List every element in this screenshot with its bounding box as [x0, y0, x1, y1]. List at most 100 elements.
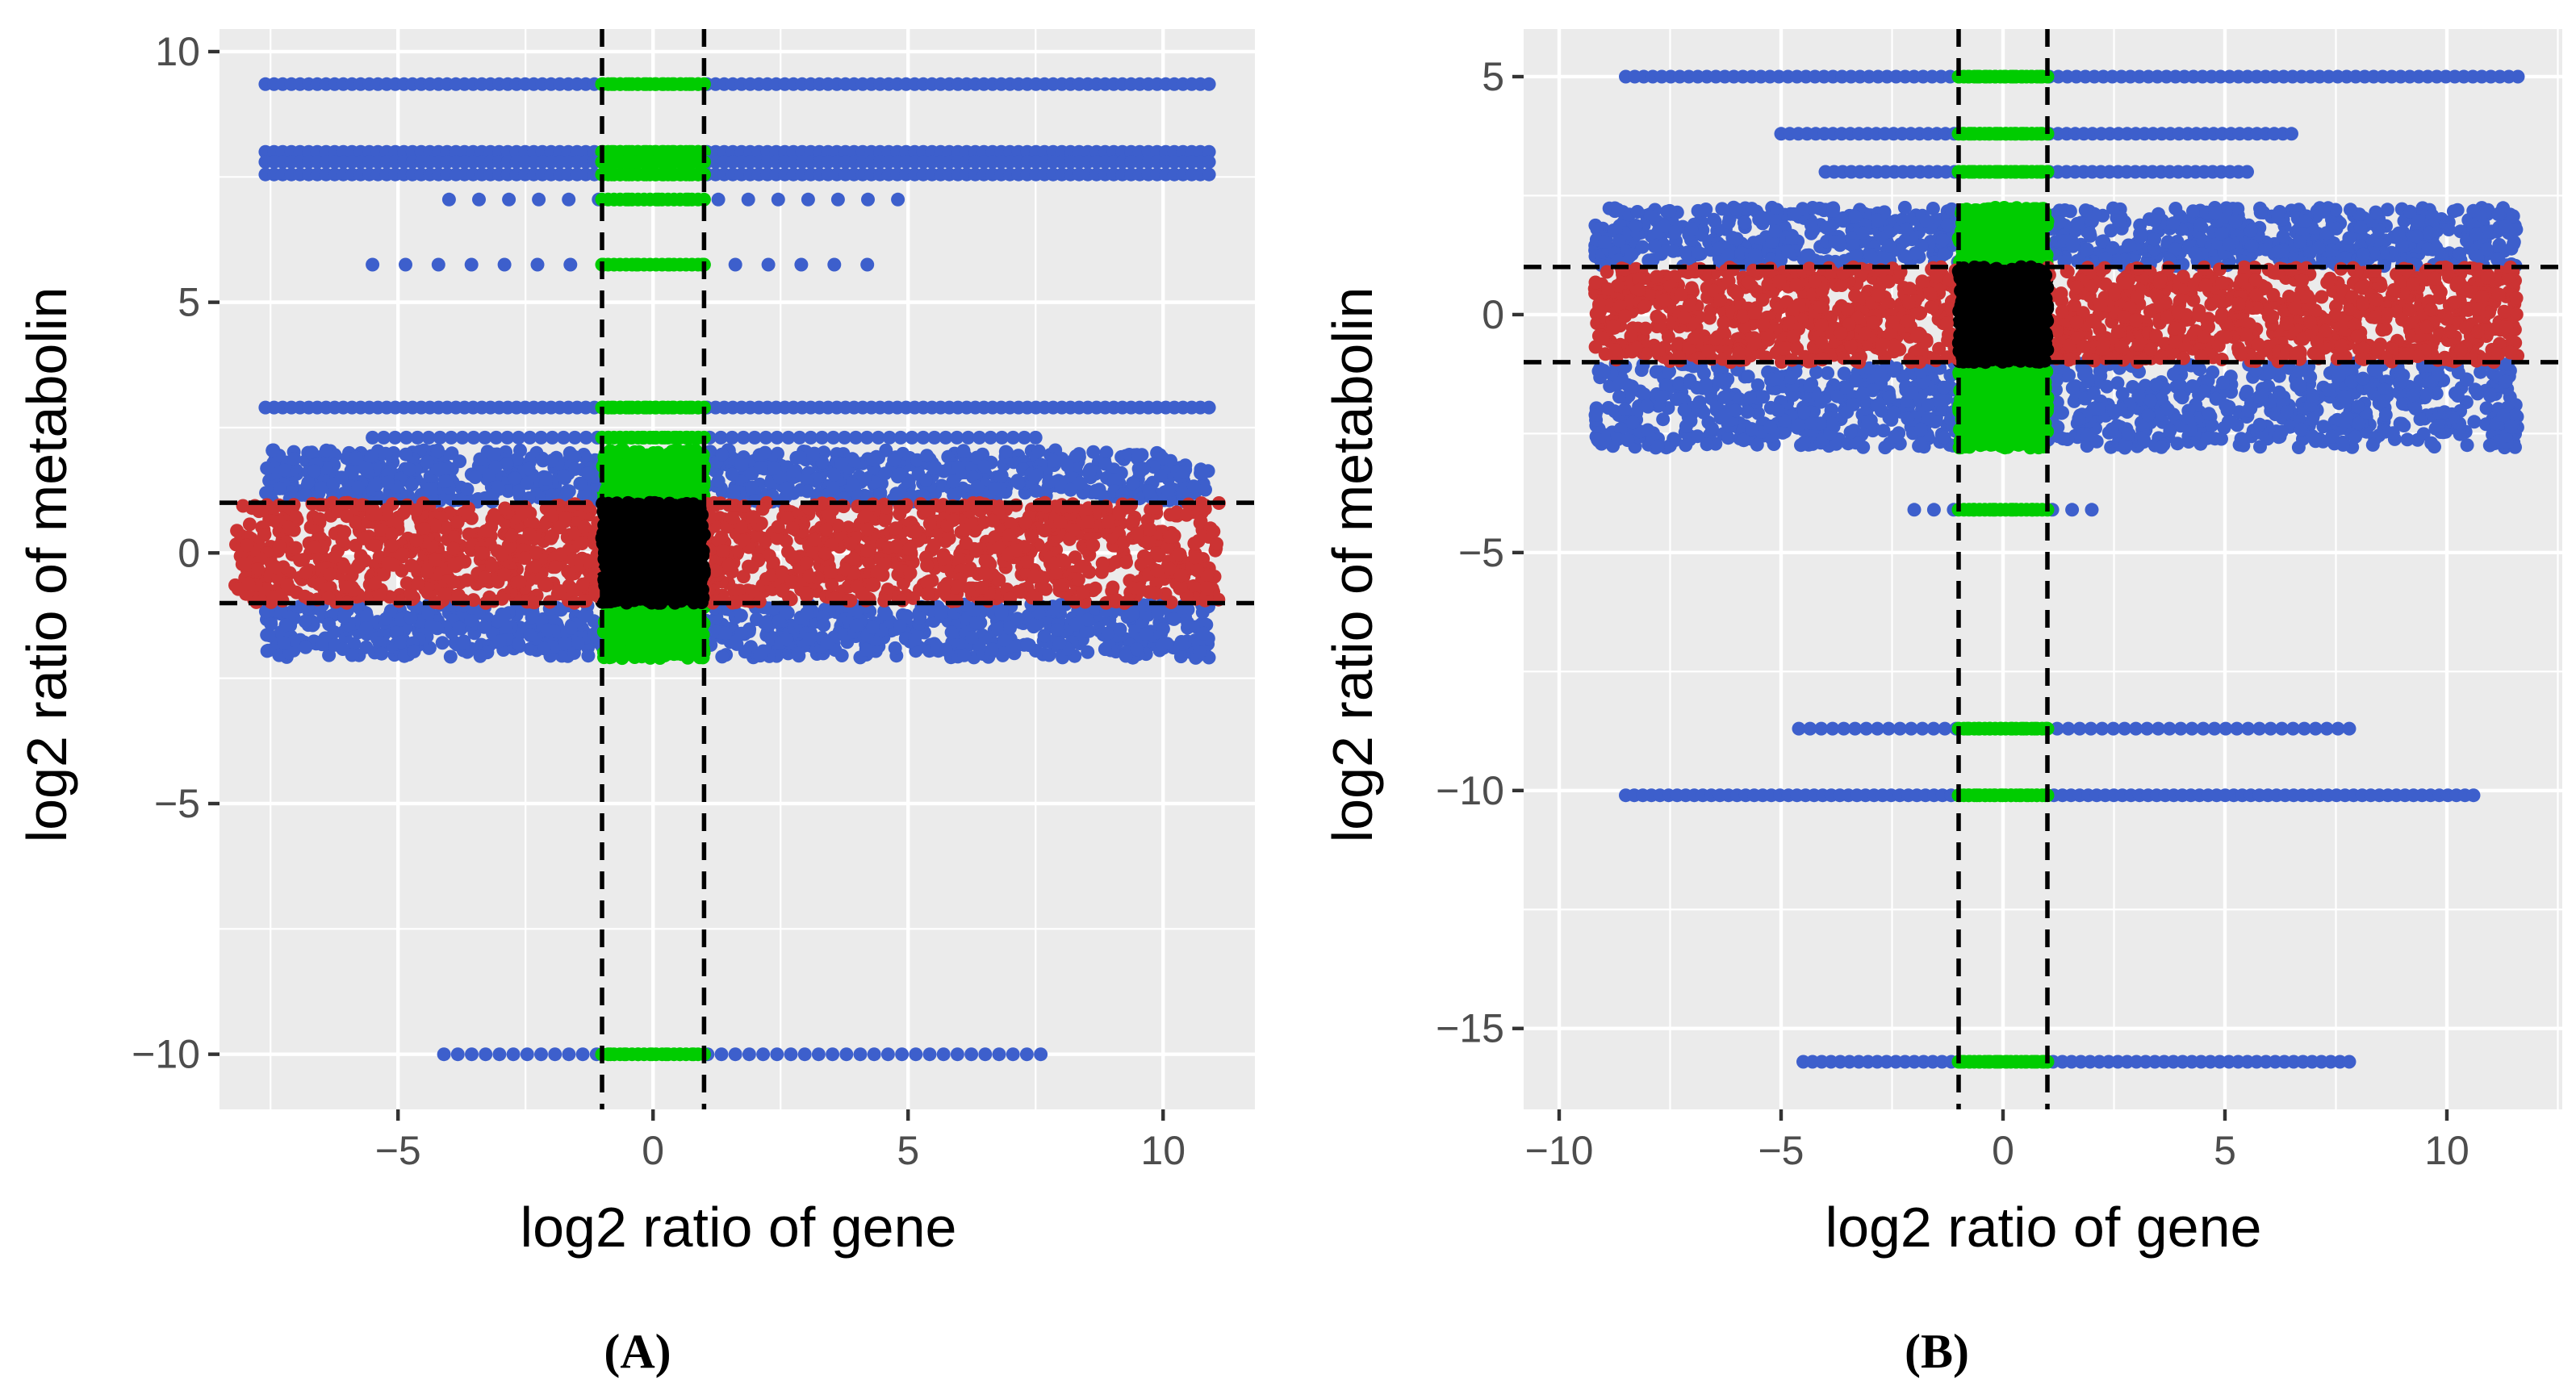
panel-a-point [350, 560, 365, 574]
panel-a-point [791, 646, 805, 661]
panel-a-point [1052, 636, 1067, 650]
panel-a-point [798, 586, 813, 600]
panel-a-point [369, 507, 383, 521]
panel-a-point [893, 619, 907, 633]
panel-a-point [849, 618, 864, 633]
panel-a-point [269, 560, 283, 574]
panel-a-point [495, 549, 509, 562]
panel-a-point [504, 528, 519, 543]
panel-a-point [957, 648, 972, 662]
panel-a-point [879, 607, 893, 621]
panel-a-point [323, 567, 337, 582]
panel-a-point [1052, 578, 1067, 592]
panel-a-point [745, 560, 759, 574]
panel-a-point [860, 522, 875, 537]
panel-a-point [860, 543, 875, 558]
panel-a-point [977, 459, 992, 474]
panel-a-point [522, 527, 537, 541]
panel-a-point [597, 450, 612, 464]
panel-a-point [725, 467, 739, 482]
panel-a-point [408, 503, 423, 517]
panel-a-point [857, 472, 872, 487]
panel-a-point [922, 516, 937, 531]
panel-a-point [801, 474, 814, 488]
panel-a-point [736, 533, 751, 548]
panel-a-point [1101, 626, 1115, 641]
panel-a-point [1132, 581, 1147, 595]
panel-a-point [299, 640, 313, 654]
panel-a-point [660, 476, 675, 491]
panel-a-point [345, 648, 359, 662]
panel-a-point [920, 558, 935, 573]
panel-a-point [1079, 624, 1094, 638]
panel-a-point [1027, 570, 1041, 584]
panel-a-point [908, 633, 922, 647]
panel-a-point [1076, 585, 1090, 599]
panel-a-point [780, 633, 794, 647]
panel-a-point [512, 637, 526, 651]
panel-a-point [802, 570, 817, 584]
panel-a-point [525, 610, 539, 624]
panel-a-point [1020, 555, 1035, 569]
panel-a-point [726, 484, 741, 499]
panel-a-point [1176, 637, 1190, 651]
panel-a-point [1068, 449, 1083, 463]
panel-a-point [819, 522, 834, 537]
panel-a-point [378, 612, 393, 626]
panel-a-point [254, 503, 269, 518]
panel-a-point [957, 523, 972, 537]
panel-a-point [847, 566, 861, 580]
panel-a-point [482, 468, 496, 482]
panel-a-point [668, 645, 683, 660]
panel-a-point [1189, 550, 1203, 565]
panel-a-point [780, 511, 795, 525]
panel-a-point [556, 470, 571, 483]
panel-a-point [575, 577, 590, 591]
panel-a-point [1176, 466, 1190, 479]
panel-a-point [1186, 479, 1201, 494]
panel-a-point [322, 648, 337, 662]
panel-a-point [696, 478, 711, 493]
panel-a-point [370, 478, 384, 492]
panel-a-point [540, 623, 554, 637]
panel-a-point [571, 636, 585, 650]
panel-a-point [1038, 524, 1052, 538]
panel-a-point [431, 443, 445, 457]
panel-a-point [459, 573, 474, 587]
panel-a-point [477, 620, 491, 634]
panel-a-point [359, 640, 374, 654]
panel-a-point [671, 629, 685, 643]
panel-a-point [920, 587, 935, 601]
panel-a-point [608, 573, 622, 587]
panel-a-point [721, 558, 736, 572]
panel-a-point [919, 473, 933, 487]
panel-a-point [337, 560, 352, 574]
panel-a-point [497, 567, 512, 582]
panel-a-point [581, 649, 596, 663]
panel-a-point [1081, 612, 1095, 627]
panel-a-point [772, 614, 786, 629]
panel-a-point [753, 648, 767, 662]
panel-a-point [394, 635, 408, 649]
panel-a-point [420, 566, 434, 579]
panel-a-point [567, 462, 582, 476]
panel-a-point [613, 522, 627, 537]
panel-a-point [632, 507, 646, 522]
panel-a-point [399, 447, 413, 462]
panel-a-point [866, 620, 880, 635]
panel-a-point [846, 477, 860, 491]
panel-a-point [1086, 445, 1101, 459]
panel-a-point [498, 501, 512, 516]
panel-a-point [669, 452, 683, 466]
panel-a-point [859, 642, 873, 657]
panel-a-point [726, 511, 739, 525]
panel-a-point [1113, 622, 1127, 637]
panel-a-point [1082, 565, 1097, 579]
panel-a-point [969, 616, 984, 630]
panel-a-point [684, 541, 699, 556]
panel-a-point [475, 546, 489, 561]
panel-a-point [631, 629, 645, 644]
panel-a-point [328, 549, 342, 564]
panel-a-point [1010, 474, 1025, 488]
